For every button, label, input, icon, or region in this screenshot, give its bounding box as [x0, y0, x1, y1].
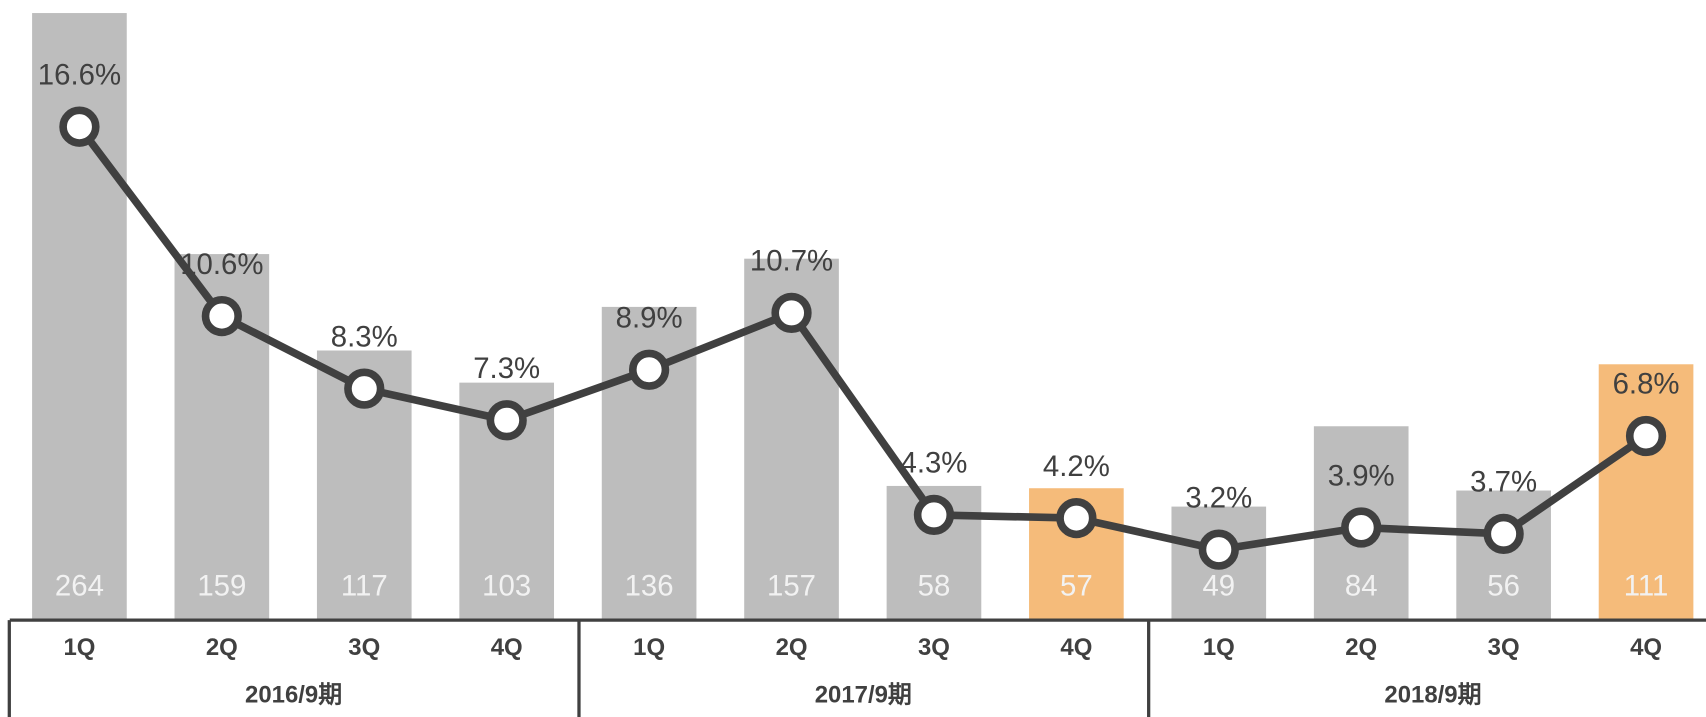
- bar-value-label: 84: [1345, 569, 1378, 602]
- bar-value-label: 264: [55, 569, 104, 602]
- bar-value-label: 57: [1060, 569, 1093, 602]
- bar-value-label: 136: [625, 569, 674, 602]
- line-marker: [1625, 415, 1667, 457]
- line-value-label: 10.6%: [180, 248, 263, 281]
- bar-value-label: 58: [918, 569, 951, 602]
- x-tick-label: 1Q: [63, 634, 95, 661]
- group-label: 2018/9期: [1384, 682, 1481, 709]
- line-marker: [59, 106, 100, 147]
- x-tick-label: 1Q: [1203, 634, 1235, 661]
- bar-value-label: 159: [197, 569, 246, 602]
- x-tick-label: 2Q: [1345, 634, 1377, 661]
- bar: [1598, 364, 1694, 620]
- line-marker: [1483, 513, 1524, 554]
- line-value-label: 3.2%: [1185, 481, 1252, 514]
- line-value-label: 6.8%: [1613, 368, 1680, 401]
- line-marker: [1056, 497, 1097, 539]
- line-value-label: 3.9%: [1328, 459, 1395, 492]
- line-value-label: 8.9%: [616, 301, 683, 334]
- line: [76, 124, 1649, 554]
- x-tick-label: 2Q: [776, 634, 808, 661]
- x-tick-label: 3Q: [918, 634, 950, 661]
- x-tick-label: 4Q: [1630, 634, 1662, 661]
- line-marker: [771, 292, 812, 334]
- group-label: 2016/9期: [245, 682, 342, 709]
- x-tick-label: 2Q: [206, 634, 238, 661]
- bar: [32, 13, 127, 620]
- line-marker: [344, 368, 385, 409]
- bar-value-label: 111: [1624, 569, 1669, 602]
- line-value-label: 7.3%: [473, 352, 540, 385]
- x-tick-label: 1Q: [633, 634, 665, 661]
- line-marker: [1341, 507, 1382, 548]
- line-marker: [1198, 529, 1239, 570]
- line-marker: [486, 400, 527, 441]
- x-tick-label: 4Q: [1060, 634, 1092, 661]
- bar-value-label: 103: [482, 569, 531, 602]
- line-marker: [628, 349, 670, 390]
- line-value-label: 4.2%: [1043, 450, 1110, 483]
- line-marker: [913, 494, 955, 536]
- line-value-label: 3.7%: [1470, 466, 1537, 499]
- x-tick-label: 4Q: [491, 634, 523, 661]
- line-value-label: 8.3%: [331, 320, 398, 353]
- line-value-label: 16.6%: [38, 58, 121, 91]
- x-tick-label: 3Q: [348, 634, 380, 661]
- group-label: 2017/9期: [815, 682, 912, 709]
- bar-value-label: 56: [1487, 569, 1520, 602]
- x-tick-label: 3Q: [1488, 634, 1520, 661]
- line-marker: [201, 295, 242, 337]
- bar-value-label: 157: [767, 569, 816, 602]
- bar-value-label: 117: [341, 569, 388, 602]
- line-value-label: 4.3%: [900, 447, 967, 480]
- line-value-label: 10.7%: [750, 245, 833, 278]
- bar-value-label: 49: [1202, 569, 1235, 602]
